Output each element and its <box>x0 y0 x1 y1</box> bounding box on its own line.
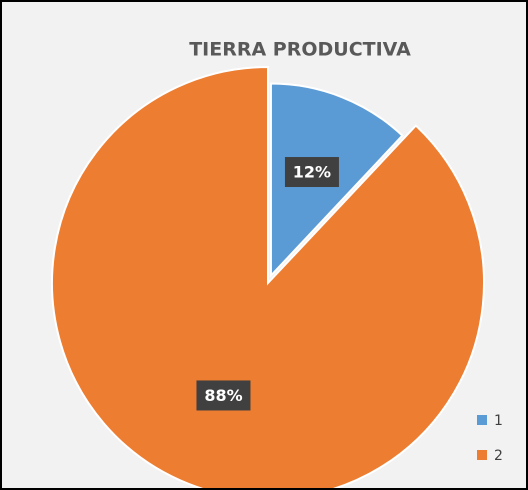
data-label-box <box>284 157 339 188</box>
legend-swatch <box>477 415 487 425</box>
data-label: 88% <box>204 386 242 405</box>
pie-slice <box>51 65 485 488</box>
legend-label: 2 <box>494 448 503 464</box>
data-label-box <box>196 380 251 411</box>
legend-label: 1 <box>494 413 503 429</box>
chart-title: TIERRA PRODUCTIVA <box>189 39 411 61</box>
data-label: 12% <box>293 163 331 182</box>
legend-swatch <box>477 450 487 460</box>
pie <box>51 65 485 488</box>
